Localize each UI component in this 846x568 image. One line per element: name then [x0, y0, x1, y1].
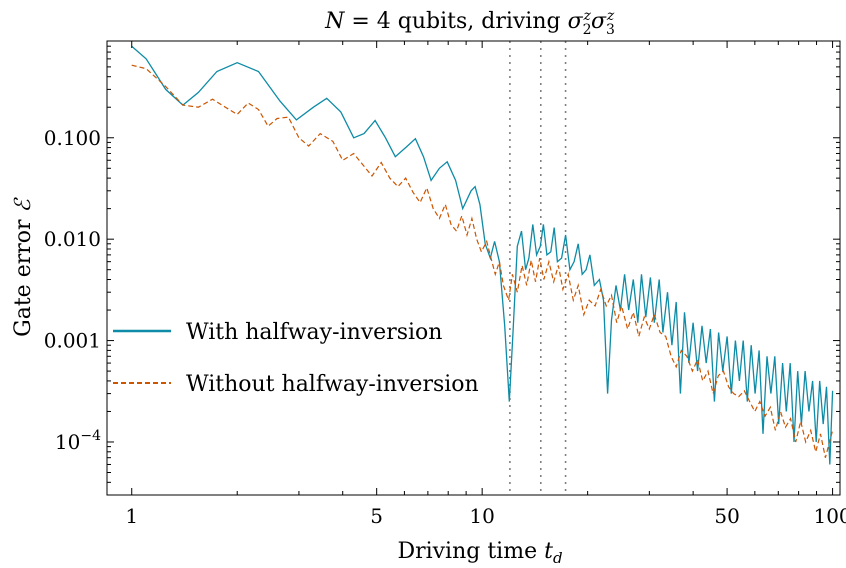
- x-tick-label: 1: [125, 504, 138, 528]
- x-tick-label: 10: [469, 504, 494, 528]
- y-tick-label: 0.001: [44, 329, 101, 353]
- y-tick-label: 0.010: [44, 227, 101, 251]
- chart-title: N = 4 qubits, driving σ2zσ3z: [324, 8, 615, 38]
- reference-lines: [509, 41, 567, 495]
- plot-frame: [106, 40, 841, 496]
- legend-label-with-inversion: With halfway-inversion: [186, 320, 442, 345]
- legend: With halfway-inversion Without halfway-i…: [113, 320, 479, 397]
- series-line-with-inversion: [131, 45, 834, 465]
- x-tick-label: 5: [370, 504, 383, 528]
- x-axis-label: Driving time td: [397, 539, 562, 567]
- y-axis-label: Gate error ℰ: [11, 196, 36, 336]
- x-tick-label: 100: [813, 504, 846, 528]
- y-tick-label: 10−4: [55, 428, 101, 454]
- series-line-without-inversion: [131, 64, 834, 458]
- y-tick-label: 0.100: [44, 126, 101, 150]
- series-lines: [131, 45, 834, 465]
- x-tick-label: 50: [714, 504, 739, 528]
- axis-ticks: 1 5 10 50 100 0.100 0.010 0.001 10−4: [44, 40, 846, 528]
- legend-label-without-inversion: Without halfway-inversion: [186, 372, 479, 397]
